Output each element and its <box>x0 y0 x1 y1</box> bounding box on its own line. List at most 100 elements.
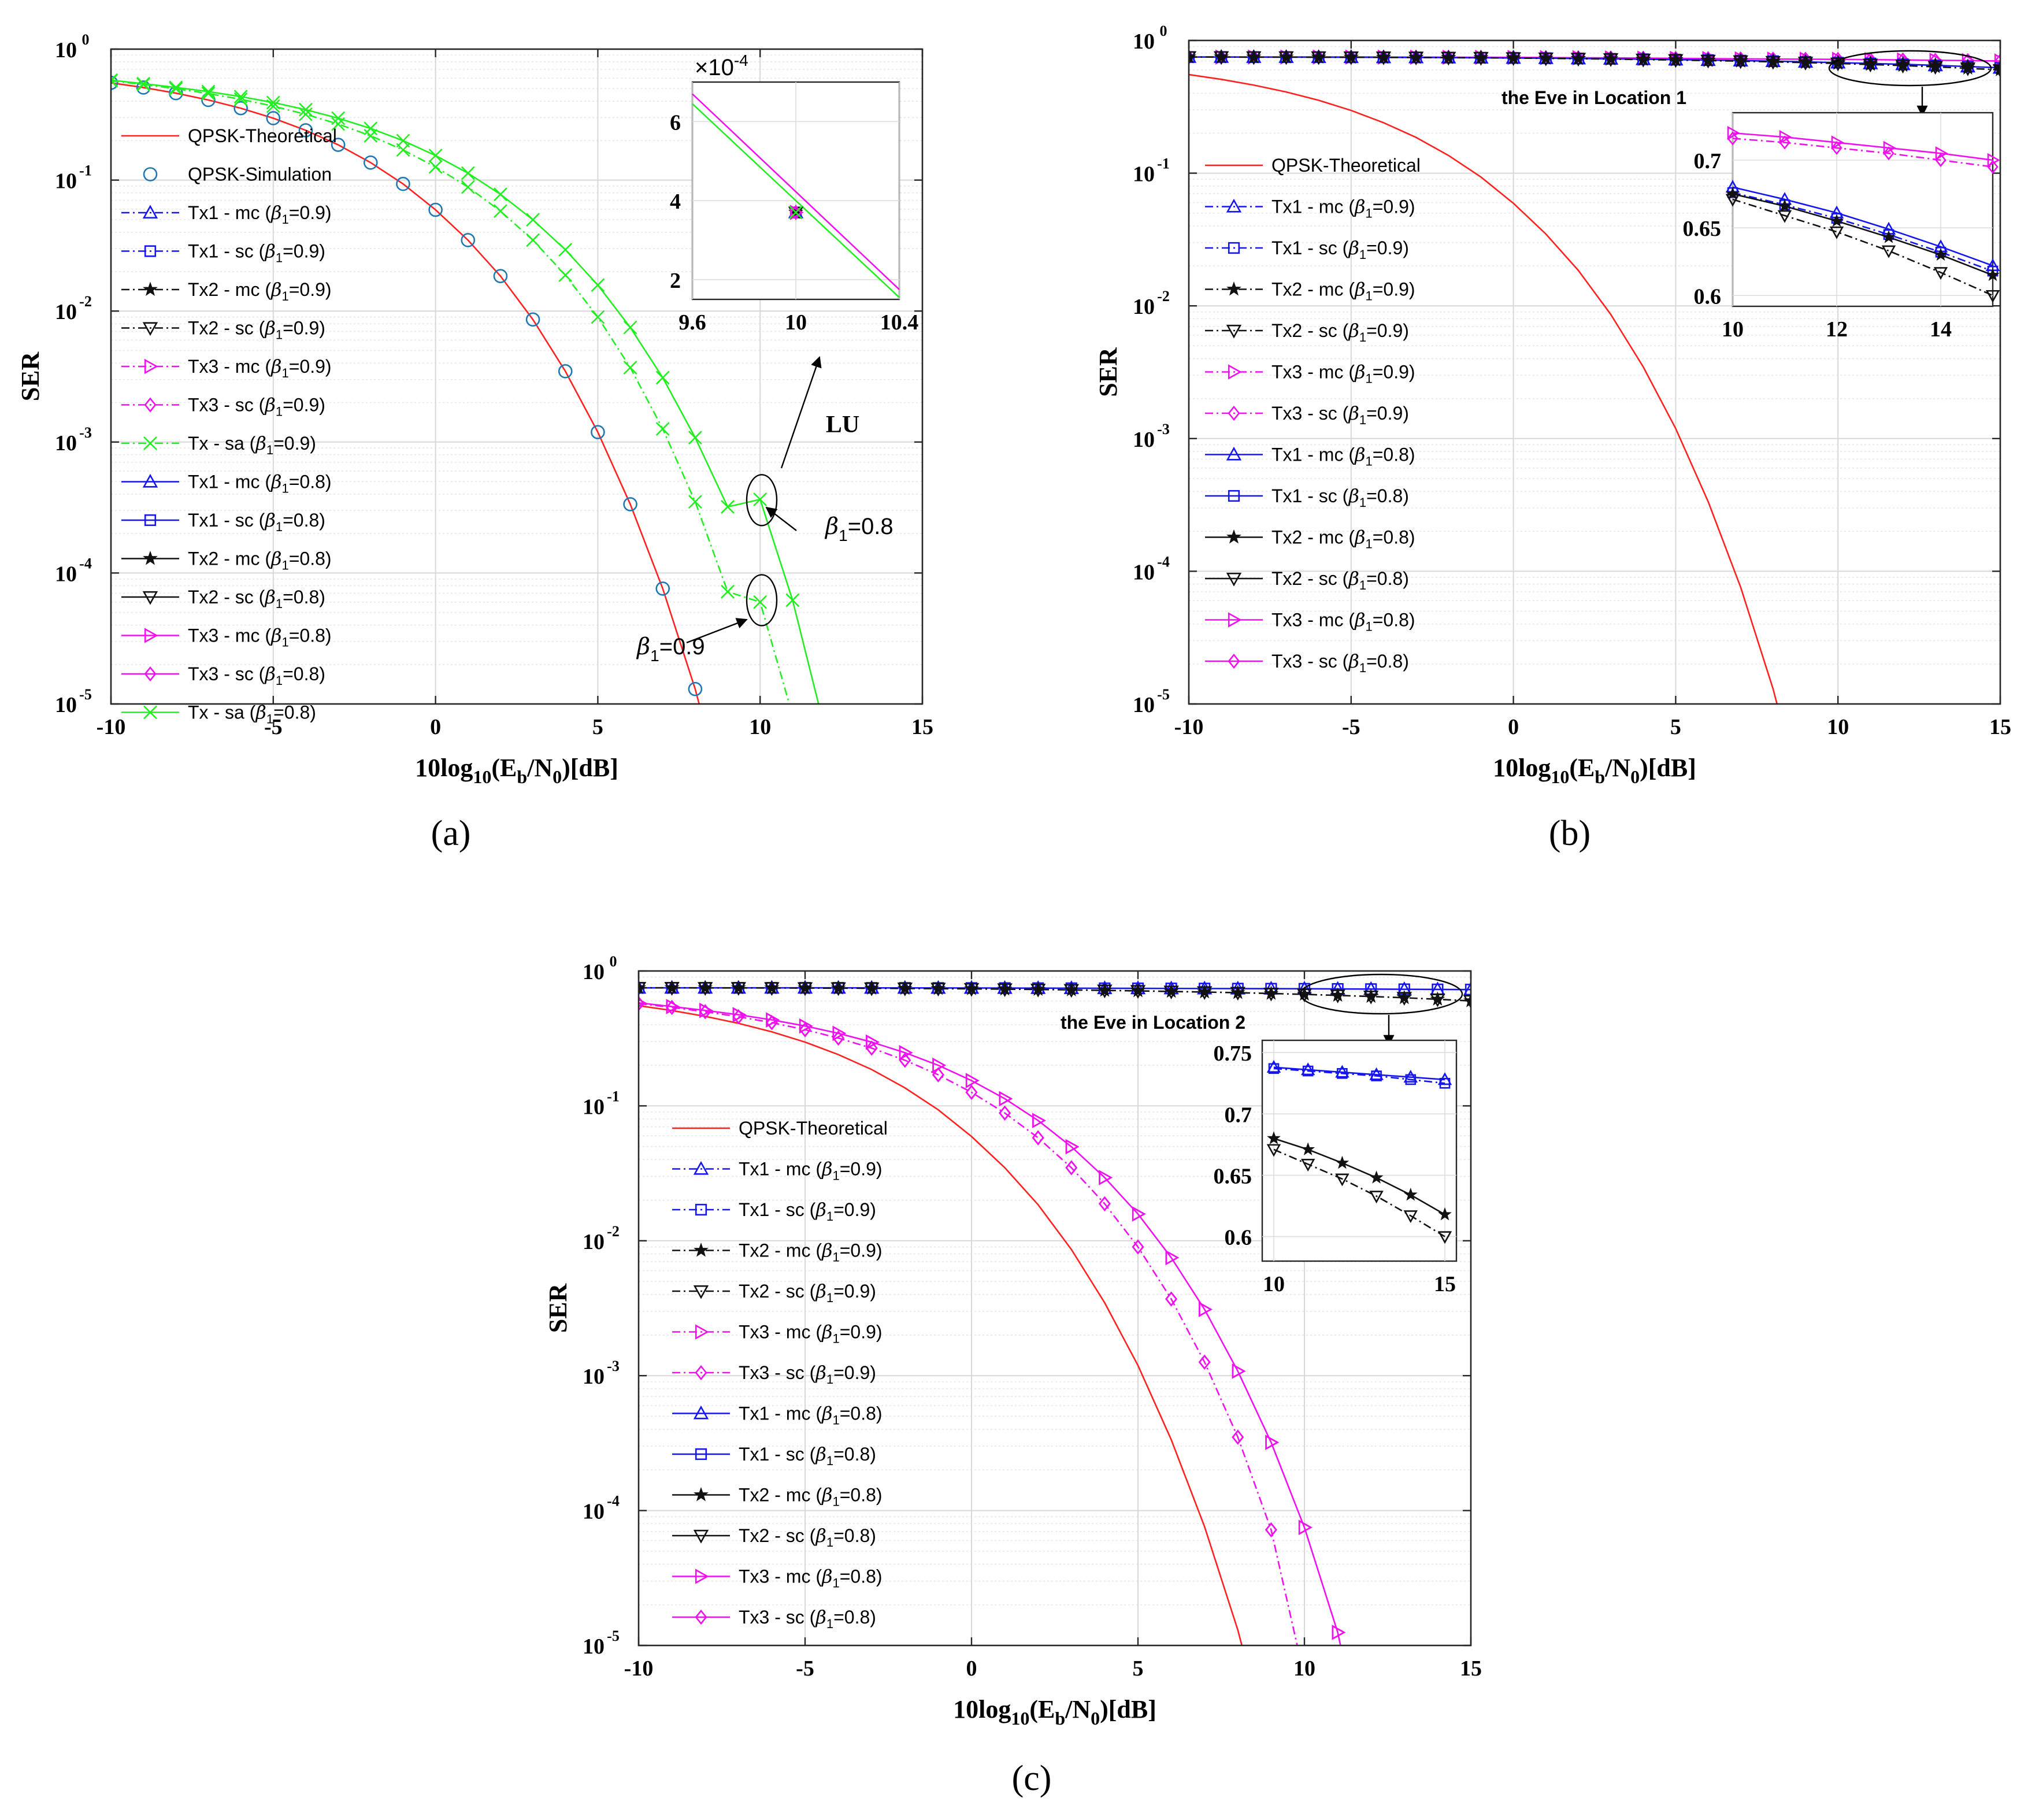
legend-text: Tx2 - sc ( <box>739 1525 816 1546</box>
inset-line <box>1273 1067 1445 1084</box>
x-axis-label-part: b <box>517 766 527 787</box>
y-tick-label: 10 <box>1133 29 1155 54</box>
legend-beta: β <box>264 317 276 339</box>
legend-label: Tx1 - sc (β1=0.9) <box>739 1199 876 1224</box>
y-tick-label: 10 <box>1133 162 1155 187</box>
y-tick-label: 10 <box>1133 428 1155 452</box>
data-point <box>1733 55 1748 69</box>
data-point <box>1196 986 1213 1000</box>
legend-text: Tx3 - sc ( <box>188 663 265 684</box>
inset-line <box>1273 1148 1445 1237</box>
beta-value: =0.9 <box>659 634 705 659</box>
data-point <box>494 187 507 202</box>
data-point <box>1298 1519 1313 1535</box>
data-point <box>1065 1160 1078 1176</box>
legend-text: Tx2 - mc ( <box>188 279 271 300</box>
legend-beta-value: =0.8) <box>1366 651 1409 672</box>
data-point <box>526 233 540 247</box>
series-line <box>111 80 790 704</box>
data-point <box>233 92 248 106</box>
inset-b: 10 12 14 0.6 0.65 0.7 <box>1683 112 2000 342</box>
legend-marker <box>695 1324 709 1340</box>
legend-beta-sub: 1 <box>276 520 283 534</box>
y-tick-exp: -3 <box>1157 421 1170 438</box>
legend-text: Tx2 - mc ( <box>1271 527 1355 548</box>
x-axis-label: 10log10(Eb/N0)[dB] <box>415 754 618 787</box>
series-group <box>639 980 1471 1645</box>
legend-beta-value: =0.9) <box>1366 403 1409 424</box>
inset-y-tick: 0.75 <box>1214 1041 1252 1066</box>
inset-x-tick: 10 <box>1263 1272 1285 1296</box>
legend-beta: β <box>264 586 276 608</box>
inset-marker <box>1934 247 1948 261</box>
x-tick-label: -10 <box>1174 715 1204 739</box>
legend-marker <box>143 705 157 720</box>
x-axis-label-part: /N <box>1604 754 1630 782</box>
series-group <box>1189 49 2000 704</box>
x-axis-label-part: (E <box>491 754 517 782</box>
data-point <box>1538 52 1554 66</box>
legend-beta: β <box>255 432 266 454</box>
inset-c: 10 15 0.6 0.65 0.7 0.75 <box>1214 1039 1458 1296</box>
inset-marker <box>1335 1155 1349 1169</box>
x-tick-label: 15 <box>1989 715 2011 739</box>
legend-marker <box>695 1203 707 1216</box>
y-tick-exp: -3 <box>607 1358 620 1374</box>
data-point <box>1668 54 1684 68</box>
data-point <box>396 176 410 191</box>
legend-marker <box>143 550 158 565</box>
y-tick-label: 10 <box>1133 295 1155 319</box>
legend-label: Tx1 - mc (β1=0.9) <box>1271 196 1415 221</box>
legend-label: Tx2 - mc (β1=0.8) <box>188 548 332 573</box>
legend-label: Tx1 - mc (β1=0.8) <box>188 471 332 496</box>
data-point <box>396 134 410 148</box>
data-point <box>111 76 118 90</box>
data-point <box>1430 993 1445 1007</box>
legend-label: Tx3 - mc (β1=0.9) <box>739 1321 883 1346</box>
inset-marker <box>1727 125 1740 140</box>
legend-beta-value: =0.8) <box>833 1444 876 1465</box>
legend-beta-value: =0.8) <box>833 1525 876 1546</box>
legend-beta: β <box>1348 650 1359 672</box>
legend-label: Tx - sa (β1=0.9) <box>188 432 316 457</box>
legend-text: Tx3 - sc ( <box>1271 651 1349 672</box>
data-point <box>999 1105 1011 1121</box>
legend-beta-sub: 1 <box>826 1535 833 1550</box>
data-point <box>1506 52 1521 66</box>
legend-label: Tx2 - sc (β1=0.9) <box>739 1280 876 1305</box>
inset-marker <box>1779 129 1792 144</box>
lu-arrow <box>780 356 822 469</box>
inset-marker <box>1933 267 1948 280</box>
inset-marker <box>1986 268 2000 281</box>
legend-beta: β <box>815 1362 826 1384</box>
data-point <box>201 84 216 99</box>
x-tick-label: 0 <box>430 715 441 739</box>
axes-box <box>637 970 1472 1647</box>
data-point <box>169 81 183 96</box>
legend-marker <box>144 628 158 643</box>
y-tick-label: 10 <box>583 1365 605 1389</box>
inset-y-tick: 0.7 <box>1694 149 1722 173</box>
inset-marker <box>1829 226 1844 239</box>
legend-beta-sub: 1 <box>281 635 288 650</box>
legend-marker <box>143 436 157 450</box>
legend-text: Tx2 - sc ( <box>1271 320 1349 341</box>
inset-y-tick: 0.65 <box>1683 217 1722 241</box>
legend-text: Tx3 - sc ( <box>739 1362 816 1383</box>
eve2-ellipse <box>1299 973 1463 1015</box>
data-point <box>1265 1434 1280 1450</box>
y-tick-exp: 0 <box>1160 23 1167 39</box>
legend-beta-sub: 1 <box>832 1169 839 1183</box>
legend-beta-sub: 1 <box>832 1332 839 1346</box>
data-point <box>1441 51 1456 66</box>
inset-multiplier-base: ×10 <box>695 55 734 80</box>
series-group <box>111 73 820 704</box>
legend-beta: β <box>821 1403 833 1425</box>
y-tick-exp: -5 <box>607 1628 620 1644</box>
legend-beta-value: =0.8) <box>283 587 325 607</box>
data-point <box>298 123 313 138</box>
legend-text: Tx2 - mc ( <box>739 1240 822 1261</box>
y-tick-exp: -1 <box>79 162 92 179</box>
legend-text: Tx1 - sc ( <box>739 1199 816 1220</box>
